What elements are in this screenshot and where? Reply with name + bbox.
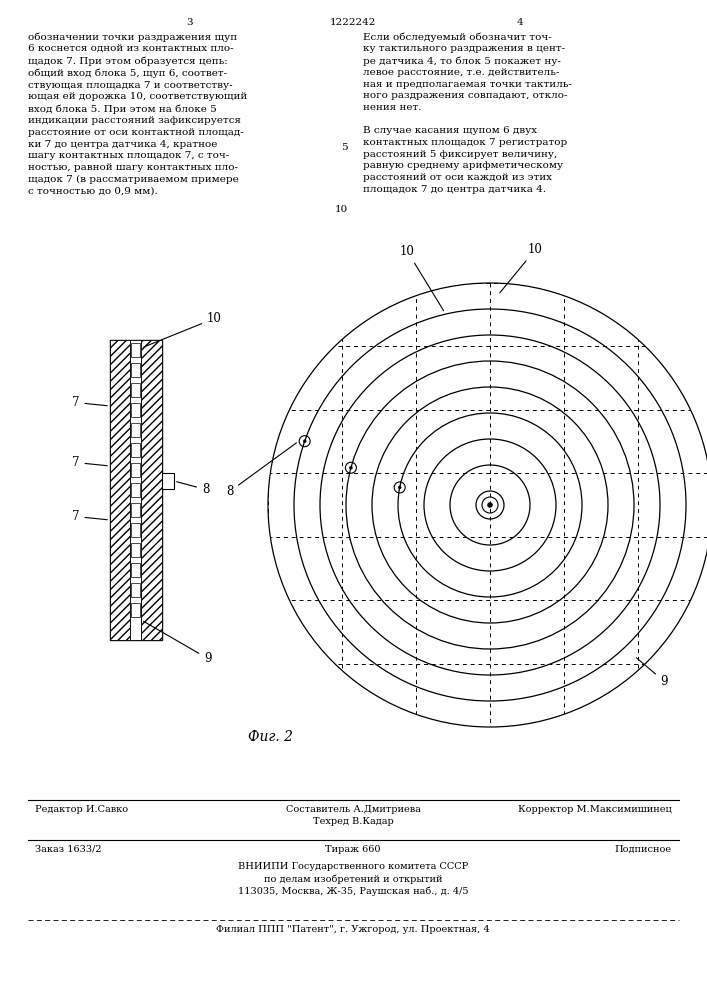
Text: ВНИИПИ Государственного комитета СССР
по делам изобретений и открытий
113035, Мо: ВНИИПИ Государственного комитета СССР по… bbox=[238, 862, 468, 896]
Bar bbox=[130, 340, 141, 640]
Circle shape bbox=[488, 502, 493, 508]
Bar bbox=[131, 423, 140, 437]
Circle shape bbox=[349, 466, 352, 469]
Text: 10: 10 bbox=[400, 245, 443, 311]
Circle shape bbox=[398, 486, 401, 489]
Text: 10: 10 bbox=[500, 243, 543, 293]
Text: обозначении точки раздражения щуп
6 коснется одной из контактных пло-
щадок 7. П: обозначении точки раздражения щуп 6 косн… bbox=[28, 32, 247, 195]
Bar bbox=[131, 363, 140, 377]
Text: 7: 7 bbox=[72, 396, 107, 409]
Bar bbox=[131, 343, 140, 357]
Bar bbox=[131, 563, 140, 577]
Bar bbox=[131, 463, 140, 477]
Bar bbox=[110, 340, 162, 640]
Text: Филиал ППП "Патент", г. Ужгород, ул. Проектная, 4: Филиал ППП "Патент", г. Ужгород, ул. Про… bbox=[216, 925, 490, 934]
Text: 7: 7 bbox=[72, 510, 107, 523]
Bar bbox=[131, 443, 140, 457]
Bar bbox=[131, 483, 140, 497]
Text: 10: 10 bbox=[144, 312, 222, 347]
Bar bbox=[131, 583, 140, 597]
Text: 8: 8 bbox=[177, 482, 209, 496]
Bar bbox=[162, 473, 174, 489]
Text: 8: 8 bbox=[226, 443, 296, 498]
Text: 9: 9 bbox=[144, 621, 211, 665]
Bar bbox=[131, 543, 140, 557]
Text: 3: 3 bbox=[187, 18, 193, 27]
Bar bbox=[131, 603, 140, 617]
Text: Фиг. 2: Фиг. 2 bbox=[247, 730, 293, 744]
Text: 5: 5 bbox=[341, 143, 348, 152]
Text: Тираж 660: Тираж 660 bbox=[325, 845, 381, 854]
Text: Если обследуемый обозначит точ-
ку тактильного раздражения в цент-
ре датчика 4,: Если обследуемый обозначит точ- ку такти… bbox=[363, 32, 572, 194]
Bar bbox=[131, 523, 140, 537]
Text: Подписное: Подписное bbox=[615, 845, 672, 854]
Bar bbox=[141, 340, 162, 640]
Text: 1222242: 1222242 bbox=[329, 18, 376, 27]
Text: 9: 9 bbox=[636, 658, 668, 688]
Text: 7: 7 bbox=[72, 456, 107, 469]
Text: Корректор М.Максимишинец: Корректор М.Максимишинец bbox=[518, 805, 672, 814]
Bar bbox=[110, 340, 130, 640]
Text: Редактор И.Савко: Редактор И.Савко bbox=[35, 805, 128, 814]
Bar bbox=[131, 383, 140, 397]
Bar bbox=[131, 403, 140, 417]
Text: Заказ 1633/2: Заказ 1633/2 bbox=[35, 845, 102, 854]
Circle shape bbox=[303, 440, 306, 443]
Bar bbox=[131, 503, 140, 517]
Text: 4: 4 bbox=[517, 18, 523, 27]
Text: Составитель А.Дмитриева
Техред В.Кадар: Составитель А.Дмитриева Техред В.Кадар bbox=[286, 805, 421, 826]
Text: 10: 10 bbox=[334, 206, 348, 215]
